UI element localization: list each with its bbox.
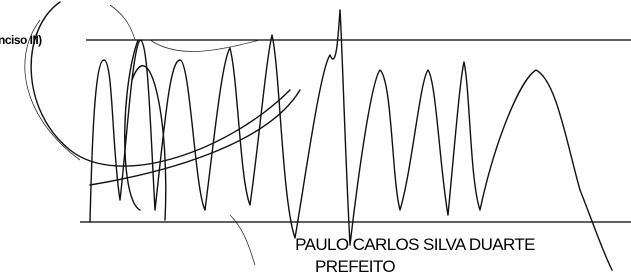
signatory-name: PAULO CARLOS SILVA DUARTE bbox=[295, 235, 535, 254]
signature bbox=[25, 2, 612, 270]
document-fragment: nciso III) PAULO CARLOS SILVA DUARTE PRE… bbox=[0, 0, 631, 274]
signatory-title: PREFEITO bbox=[315, 257, 395, 274]
page: {"document": {"header_fragment": "nciso … bbox=[0, 0, 631, 274]
